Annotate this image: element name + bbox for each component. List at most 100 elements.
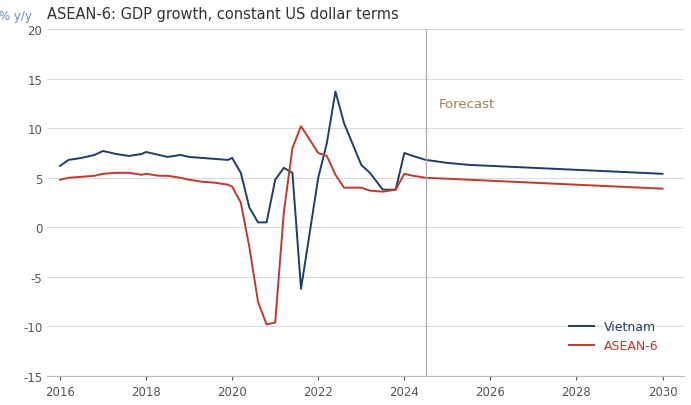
Text: % y/y: % y/y (0, 10, 32, 23)
ASEAN-6 (164, 174, 172, 179)
Vietnam (138, 152, 146, 157)
Vietnam (164, 155, 172, 160)
Vietnam (198, 156, 206, 161)
Vietnam (142, 150, 150, 155)
Vietnam (91, 153, 99, 158)
ASEAN-6 (366, 189, 374, 194)
Vietnam (508, 165, 516, 170)
ASEAN-6 (331, 173, 339, 178)
Vietnam (263, 220, 271, 225)
Vietnam (176, 153, 184, 158)
Line: ASEAN-6: ASEAN-6 (60, 127, 663, 325)
Vietnam (236, 171, 245, 176)
Vietnam (594, 169, 602, 174)
ASEAN-6 (551, 182, 559, 187)
ASEAN-6 (142, 172, 150, 177)
ASEAN-6 (77, 175, 86, 180)
ASEAN-6 (112, 171, 120, 176)
Vietnam (486, 164, 495, 169)
Legend: Vietnam, ASEAN-6: Vietnam, ASEAN-6 (569, 320, 659, 353)
Vietnam (422, 158, 430, 163)
ASEAN-6 (314, 151, 323, 156)
ASEAN-6 (64, 176, 73, 181)
ASEAN-6 (245, 245, 254, 250)
ASEAN-6 (176, 176, 184, 181)
ASEAN-6 (465, 178, 473, 183)
Vietnam (77, 156, 86, 161)
Vietnam (228, 156, 236, 161)
ASEAN-6 (280, 211, 288, 215)
ASEAN-6 (357, 186, 366, 191)
ASEAN-6 (508, 180, 516, 185)
Vietnam (400, 151, 408, 156)
Vietnam (271, 178, 279, 183)
ASEAN-6 (228, 185, 236, 190)
ASEAN-6 (211, 181, 219, 185)
Text: Forecast: Forecast (439, 98, 495, 111)
Vietnam (572, 168, 580, 173)
Vietnam (392, 188, 400, 193)
ASEAN-6 (637, 186, 645, 191)
Vietnam (637, 171, 645, 176)
Vietnam (366, 171, 374, 176)
Vietnam (529, 166, 538, 171)
ASEAN-6 (236, 200, 245, 205)
Vietnam (297, 287, 305, 292)
ASEAN-6 (297, 124, 305, 129)
ASEAN-6 (155, 174, 163, 179)
Vietnam (659, 172, 667, 177)
Vietnam (314, 176, 323, 181)
Vietnam (288, 171, 296, 176)
Vietnam (616, 170, 624, 175)
Vietnam (331, 90, 339, 95)
ASEAN-6 (254, 300, 262, 305)
ASEAN-6 (340, 186, 348, 191)
Vietnam (280, 166, 288, 171)
Line: Vietnam: Vietnam (60, 92, 663, 289)
ASEAN-6 (91, 174, 99, 179)
Vietnam (211, 157, 219, 162)
Vietnam (443, 161, 451, 166)
ASEAN-6 (572, 183, 580, 188)
ASEAN-6 (594, 184, 602, 189)
ASEAN-6 (323, 154, 331, 159)
ASEAN-6 (422, 176, 430, 181)
ASEAN-6 (400, 172, 408, 177)
Vietnam (112, 152, 120, 157)
Vietnam (379, 188, 387, 193)
ASEAN-6 (392, 188, 400, 193)
Vietnam (357, 163, 366, 168)
ASEAN-6 (288, 146, 296, 151)
Vietnam (185, 155, 193, 160)
Vietnam (56, 164, 64, 169)
Vietnam (254, 220, 262, 225)
Vietnam (465, 163, 473, 168)
ASEAN-6 (99, 172, 107, 177)
Vietnam (155, 153, 163, 158)
ASEAN-6 (224, 183, 232, 188)
ASEAN-6 (198, 180, 206, 185)
Text: ASEAN-6: GDP growth, constant US dollar terms: ASEAN-6: GDP growth, constant US dollar … (47, 7, 399, 22)
ASEAN-6 (138, 173, 146, 178)
Vietnam (99, 149, 107, 154)
Vietnam (224, 158, 232, 163)
ASEAN-6 (409, 174, 417, 179)
ASEAN-6 (529, 181, 538, 185)
ASEAN-6 (443, 177, 451, 182)
ASEAN-6 (486, 179, 495, 184)
Vietnam (409, 154, 417, 159)
Vietnam (64, 158, 73, 163)
Vietnam (323, 141, 331, 146)
ASEAN-6 (56, 178, 64, 183)
Vietnam (245, 206, 254, 211)
ASEAN-6 (263, 322, 271, 327)
ASEAN-6 (659, 187, 667, 192)
ASEAN-6 (185, 178, 193, 183)
Vietnam (125, 154, 133, 159)
ASEAN-6 (379, 190, 387, 194)
Vietnam (551, 167, 559, 172)
ASEAN-6 (125, 171, 133, 176)
Vietnam (340, 122, 348, 126)
ASEAN-6 (616, 185, 624, 190)
ASEAN-6 (271, 320, 279, 325)
